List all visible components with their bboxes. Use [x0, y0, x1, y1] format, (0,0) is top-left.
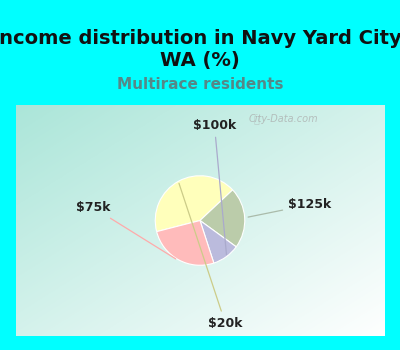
- Text: $125k: $125k: [248, 198, 331, 217]
- Text: Income distribution in Navy Yard City,
WA (%): Income distribution in Navy Yard City, W…: [0, 29, 400, 70]
- Wedge shape: [200, 190, 245, 247]
- Text: City-Data.com: City-Data.com: [248, 114, 318, 124]
- Text: $20k: $20k: [179, 183, 242, 329]
- Text: $75k: $75k: [76, 201, 176, 259]
- Text: ⧗: ⧗: [254, 114, 260, 124]
- Wedge shape: [200, 220, 236, 263]
- Text: Multirace residents: Multirace residents: [117, 77, 283, 92]
- Wedge shape: [155, 176, 233, 232]
- Wedge shape: [157, 220, 214, 265]
- Text: $100k: $100k: [193, 119, 236, 254]
